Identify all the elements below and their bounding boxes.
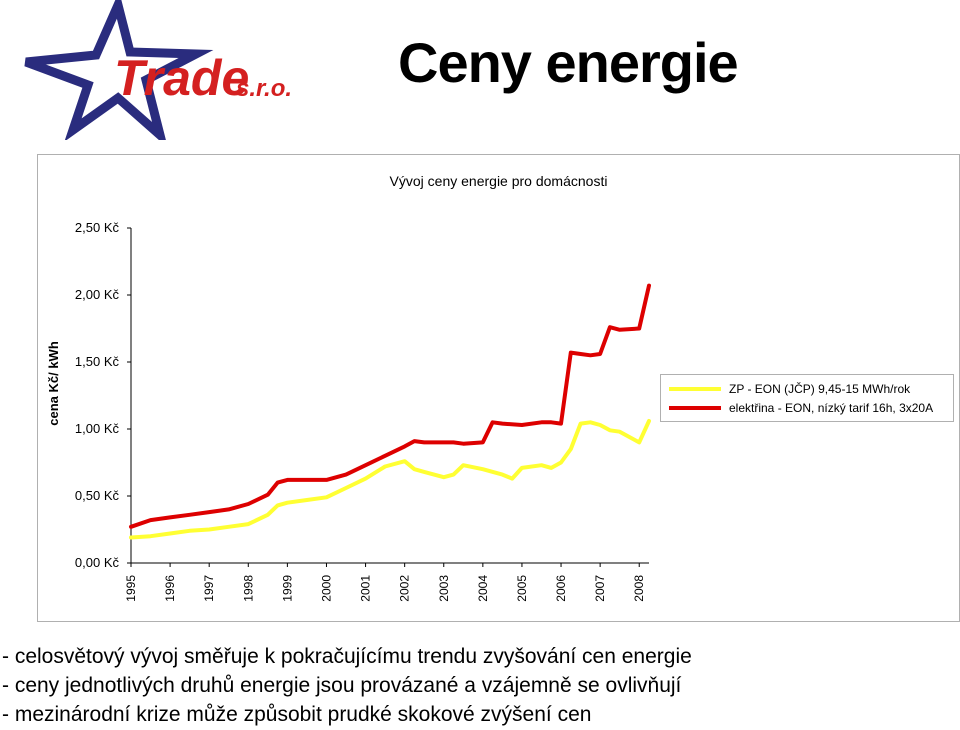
x-tick-label: 2005 (515, 575, 529, 602)
chart-legend: ZP - EON (JČP) 9,45-15 MWh/rok elektřina… (660, 374, 954, 422)
series-line-0 (129, 419, 651, 540)
x-tick-label: 2006 (554, 575, 568, 602)
y-tick-label: 1,00 Kč (75, 421, 120, 436)
x-tick-label: 2000 (319, 575, 333, 602)
bullet-item: - celosvětový vývoj směřuje k pokračujíc… (2, 645, 692, 668)
bullet-list: - celosvětový vývoj směřuje k pokračujíc… (2, 642, 692, 729)
y-tick-label: 2,00 Kč (75, 287, 120, 302)
legend-label-zp: ZP - EON (JČP) 9,45-15 MWh/rok (729, 382, 911, 396)
y-tick-label: 0,50 Kč (75, 488, 120, 503)
x-tick-label: 2001 (359, 575, 373, 602)
company-logo: Trade s.r.o. (18, 0, 318, 149)
x-tick-label: 2007 (593, 575, 607, 602)
x-tick-label: 1998 (241, 575, 255, 602)
x-tick-label: 1996 (163, 575, 177, 602)
star-logo-icon: Trade s.r.o. (24, 0, 292, 149)
page-title: Ceny energie (398, 31, 739, 94)
x-tick-label: 1995 (124, 575, 138, 602)
logo-suffix: s.r.o. (236, 75, 292, 102)
x-tick-label: 2008 (632, 575, 646, 602)
chart-title: Vývoj ceny energie pro domácnosti (389, 173, 608, 189)
legend-label-electricity: elektřina - EON, nízký tarif 16h, 3x20A (729, 401, 934, 415)
legend-item-electricity: elektřina - EON, nízký tarif 16h, 3x20A (669, 400, 933, 416)
x-tick-label: 2003 (437, 575, 451, 602)
logo-text: Trade (114, 50, 249, 106)
bullet-item: - ceny jednotlivých druhů energie jsou p… (2, 674, 682, 697)
legend-swatch-electricity (669, 406, 721, 410)
x-tick-label: 2002 (398, 575, 412, 602)
x-tick-label: 1997 (202, 575, 216, 602)
legend-item-zp: ZP - EON (JČP) 9,45-15 MWh/rok (669, 381, 910, 397)
y-tick-label: 0,00 Kč (75, 555, 120, 570)
chart-svg: 0,00 Kč 0,50 Kč 1,00 Kč 1,50 Kč 2,00 Kč 2,50 … (46, 220, 651, 602)
y-axis-title: cena Kč/ kWh (46, 341, 61, 426)
y-tick-label: 1,50 Kč (75, 354, 120, 369)
legend-swatch-zp (669, 387, 721, 391)
bullet-item: - mezinárodní krize může způsobit prudké… (2, 703, 592, 726)
x-tick-label: 2004 (476, 575, 490, 602)
chart-container: 0,00 Kč 0,50 Kč 1,00 Kč 1,50 Kč 2,00 Kč 2,50 … (37, 154, 960, 622)
series-line-1 (129, 283, 651, 529)
y-tick-label: 2,50 Kč (75, 220, 120, 235)
x-tick-label: 1999 (280, 575, 294, 602)
